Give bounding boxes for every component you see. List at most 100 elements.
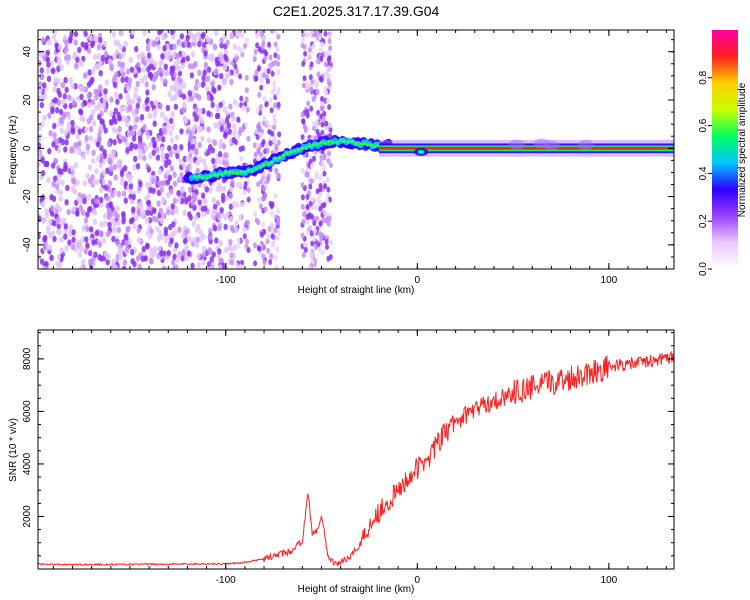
noise-speckle xyxy=(193,214,198,221)
noise-speckle xyxy=(208,233,213,241)
noise-speckle xyxy=(167,90,172,98)
noise-speckle xyxy=(84,236,89,243)
noise-speckle xyxy=(235,68,240,75)
noise-speckle xyxy=(180,107,186,114)
noise-speckle xyxy=(271,240,276,247)
noise-speckle xyxy=(233,127,238,134)
noise-speckle xyxy=(127,98,132,105)
noise-speckle xyxy=(234,226,239,233)
noise-speckle xyxy=(323,183,328,190)
noise-speckle xyxy=(192,37,198,44)
noise-speckle xyxy=(326,150,331,157)
noise-speckle xyxy=(308,224,313,231)
noise-speckle xyxy=(166,49,172,57)
noise-speckle xyxy=(324,70,329,77)
noise-speckle xyxy=(312,125,317,132)
noise-speckle xyxy=(76,145,82,152)
ridge-core xyxy=(193,174,197,179)
colorbar-tick-label: 0.6 xyxy=(698,118,709,132)
noise-speckle xyxy=(136,66,142,74)
snr-marks xyxy=(38,350,674,567)
ridge-core xyxy=(316,142,320,146)
noise-speckle xyxy=(161,265,167,269)
noise-speckle xyxy=(97,113,102,121)
noise-speckle xyxy=(173,103,179,111)
noise-speckle xyxy=(46,61,51,68)
noise-speckle xyxy=(57,44,63,51)
noise-speckle xyxy=(163,161,169,168)
noise-speckle xyxy=(133,86,139,93)
noise-speckle xyxy=(171,221,176,228)
noise-speckle xyxy=(166,54,171,61)
ridge-core xyxy=(308,144,312,148)
noise-speckle xyxy=(79,93,84,101)
noise-speckle xyxy=(42,265,47,269)
noise-speckle xyxy=(135,163,141,170)
noise-speckle xyxy=(116,226,122,234)
noise-speckle xyxy=(61,98,66,106)
noise-speckle xyxy=(175,256,180,264)
ridge-core xyxy=(300,146,305,151)
noise-speckle xyxy=(243,181,248,187)
noise-speckle xyxy=(244,74,249,81)
noise-speckle xyxy=(141,245,147,253)
x-tick-label: 0 xyxy=(415,575,421,586)
noise-speckle xyxy=(178,77,183,85)
noise-speckle xyxy=(108,159,113,166)
noise-speckle xyxy=(133,155,138,163)
noise-speckle xyxy=(91,109,96,116)
noise-speckle xyxy=(267,232,271,239)
noise-speckle xyxy=(270,130,275,137)
noise-speckle xyxy=(107,180,113,187)
noise-speckle xyxy=(51,141,56,148)
y-tick-label: 6000 xyxy=(22,400,33,423)
ridge-core xyxy=(296,147,301,152)
noise-speckle xyxy=(75,179,80,186)
noise-speckle xyxy=(63,233,68,240)
noise-speckle xyxy=(182,82,187,89)
noise-speckle xyxy=(234,220,239,227)
noise-speckle xyxy=(95,88,101,96)
noise-speckle xyxy=(109,96,114,103)
noise-speckle xyxy=(121,51,126,58)
noise-speckle xyxy=(156,43,161,51)
noise-speckle xyxy=(188,133,193,141)
noise-speckle xyxy=(203,50,208,57)
noise-speckle xyxy=(94,93,99,101)
noise-speckle xyxy=(85,225,90,233)
noise-speckle xyxy=(233,63,238,70)
noise-speckle xyxy=(60,179,65,186)
noise-speckle xyxy=(326,186,331,193)
noise-speckle xyxy=(276,101,281,108)
noise-speckle xyxy=(64,86,69,94)
noise-speckle xyxy=(108,119,114,126)
ridge-bump xyxy=(508,139,525,150)
noise-speckle xyxy=(309,178,314,185)
noise-speckle xyxy=(112,220,117,228)
noise-speckle xyxy=(183,40,188,47)
noise-speckle xyxy=(168,151,173,158)
noise-speckle xyxy=(270,30,275,34)
noise-speckle xyxy=(215,60,220,67)
noise-speckle xyxy=(125,147,130,154)
noise-speckle xyxy=(106,140,112,148)
noise-speckle xyxy=(245,238,250,245)
noise-speckle xyxy=(324,125,329,131)
noise-speckle xyxy=(206,126,211,133)
noise-speckle xyxy=(118,93,123,100)
ridge-dip-core xyxy=(417,149,425,154)
ridge-core xyxy=(339,138,343,142)
noise-speckle xyxy=(116,191,122,198)
ridge-core xyxy=(289,150,293,154)
noise-speckle xyxy=(325,177,330,183)
noise-speckle xyxy=(316,109,321,116)
noise-speckle xyxy=(273,119,278,126)
noise-speckle xyxy=(219,125,224,132)
noise-speckle xyxy=(80,209,86,216)
noise-speckle xyxy=(211,86,216,93)
noise-speckle xyxy=(102,40,108,47)
noise-speckle xyxy=(192,111,197,118)
noise-speckle xyxy=(148,257,154,265)
noise-speckle xyxy=(39,73,44,81)
noise-speckle xyxy=(309,86,314,93)
